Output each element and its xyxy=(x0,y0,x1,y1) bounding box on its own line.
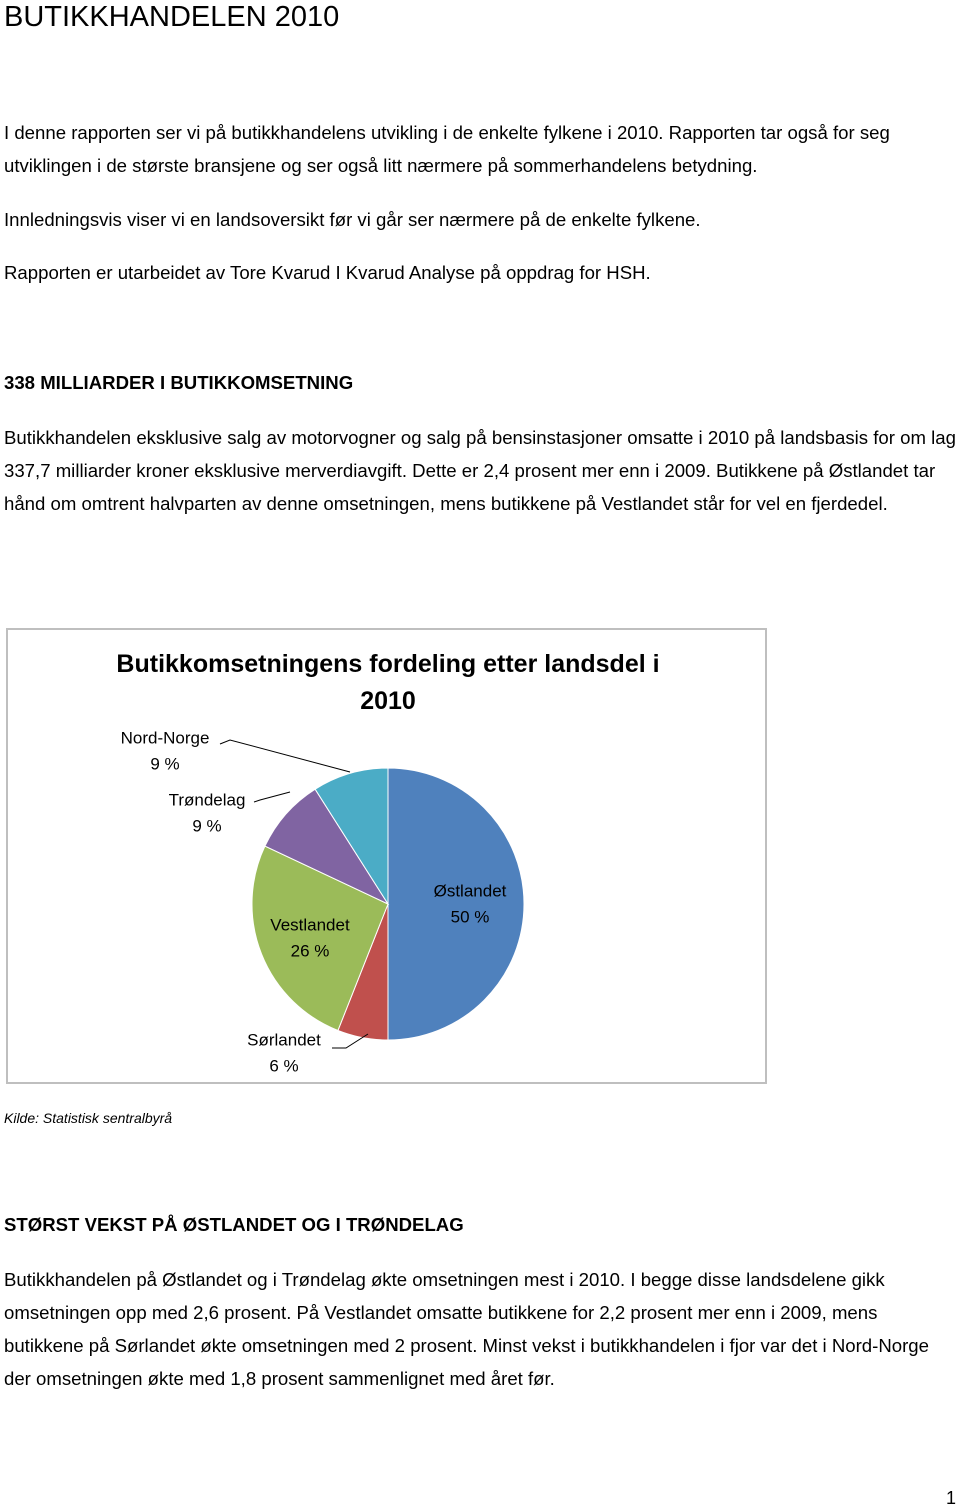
page-title: BUTIKKHANDELEN 2010 xyxy=(4,1,340,33)
chart: Butikkomsetningens fordeling etter lands… xyxy=(6,628,767,1084)
slice-value-label: 6 % xyxy=(269,1056,298,1075)
slice-value-label: 26 % xyxy=(291,941,330,960)
slice-label: Sørlandet xyxy=(247,1030,321,1049)
leader-line xyxy=(332,1033,369,1049)
page-number: 1 xyxy=(945,1488,956,1508)
leader-line xyxy=(219,739,351,773)
slice-value-label: 9 % xyxy=(150,754,179,773)
slice-label: Vestlandet xyxy=(270,915,350,934)
pie-slice xyxy=(387,767,525,1041)
leader-line xyxy=(253,791,291,803)
section-heading: 338 MILLIARDER I BUTIKKOMSETNING xyxy=(4,372,354,393)
paragraph: I denne rapporten ser vi på butikkhandel… xyxy=(4,122,890,176)
slice-value-label: 50 % xyxy=(451,907,490,926)
slice-label: Nord-Norge xyxy=(121,728,210,747)
paragraph: Innledningsvis viser vi en landsoversikt… xyxy=(4,209,701,230)
slice-label: Trøndelag xyxy=(169,790,246,809)
slice-value-label: 9 % xyxy=(192,816,221,835)
pie-chart: Østlandet 50 % Sørlandet 6 % Vestlandet 26 % T… xyxy=(121,728,525,1075)
paragraph: Butikkhandelen eksklusive salg av motorv… xyxy=(4,427,956,514)
slice-label: Østlandet xyxy=(434,881,507,900)
pie-slice xyxy=(314,767,389,906)
source-note: Kilde: Statistisk sentralbyrå xyxy=(4,1110,173,1126)
section-heading: STØRST VEKST PÅ ØSTLANDET OG I TRØNDELAG xyxy=(4,1214,464,1235)
chart-title: Butikkomsetningens fordeling etter lands… xyxy=(116,650,660,715)
paragraph: Rapporten er utarbeidet av Tore Kvarud I… xyxy=(4,262,651,283)
paragraph: Butikkhandelen på Østlandet og i Trøndel… xyxy=(4,1269,929,1389)
pie-slice xyxy=(251,845,389,1032)
